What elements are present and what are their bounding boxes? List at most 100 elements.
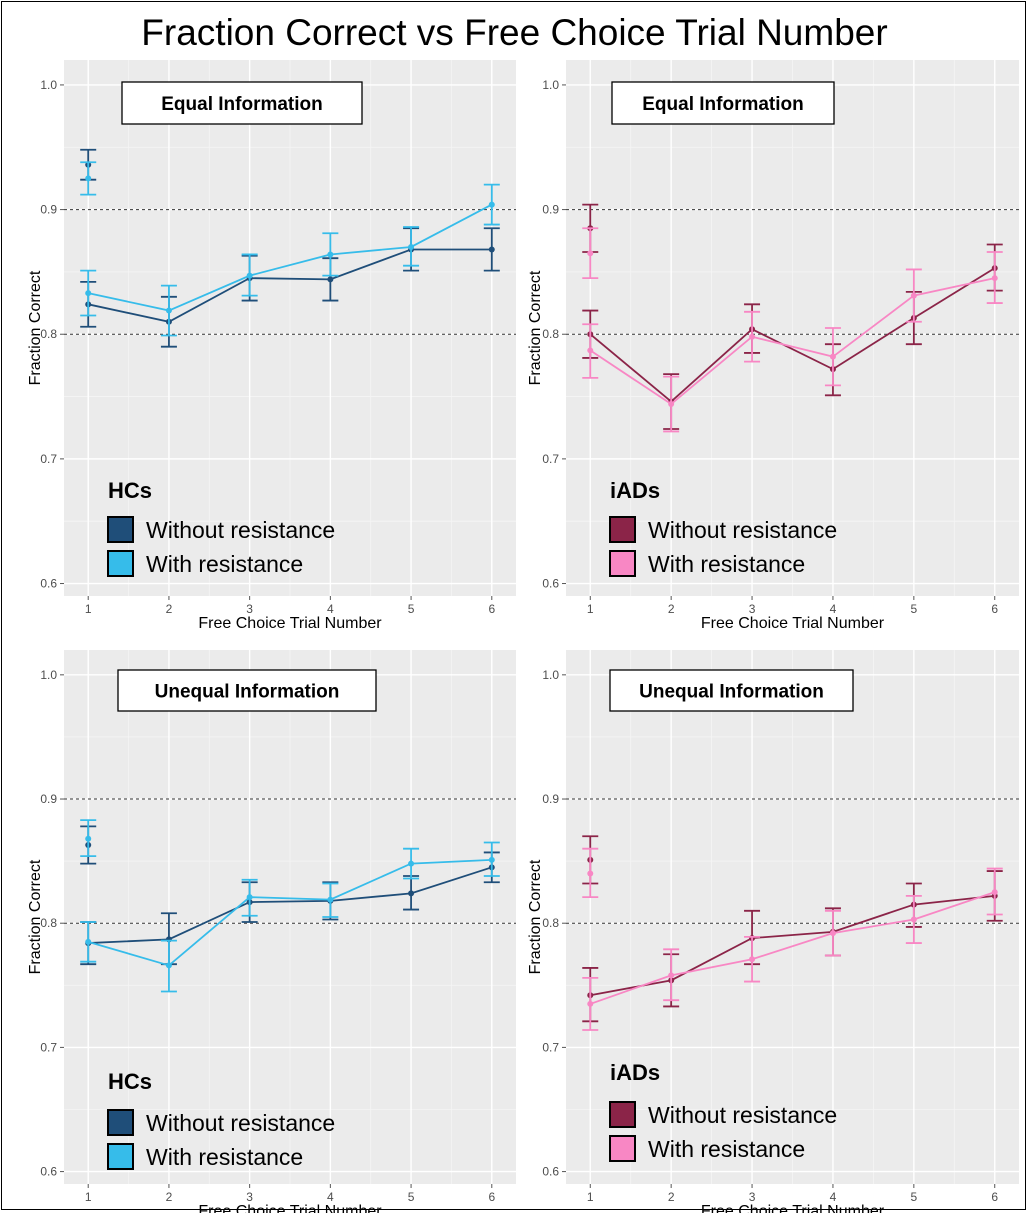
data-point xyxy=(85,835,92,842)
x-tick-label: 6 xyxy=(488,602,495,616)
y-tick-label: 1.0 xyxy=(40,78,57,92)
x-tick-label: 4 xyxy=(830,1190,837,1204)
data-point xyxy=(668,972,675,979)
x-axis-title: Free Choice Trial Number xyxy=(198,1203,382,1213)
x-tick-label: 5 xyxy=(910,602,917,616)
legend-label: With resistance xyxy=(146,1144,303,1170)
data-point xyxy=(910,916,917,923)
legend-swatch xyxy=(609,516,636,543)
data-point xyxy=(488,246,495,253)
data-point xyxy=(829,930,836,937)
x-tick-label: 1 xyxy=(587,602,594,616)
data-point xyxy=(246,272,253,279)
figure-title: Fraction Correct vs Free Choice Trial Nu… xyxy=(141,12,888,53)
legend-title: iADs xyxy=(610,1060,660,1085)
y-tick-label: 0.9 xyxy=(542,792,559,806)
series-line xyxy=(589,277,995,406)
y-tick-label: 0.8 xyxy=(40,327,57,341)
legend-label: Without resistance xyxy=(146,517,335,543)
legend-swatch xyxy=(107,1143,134,1170)
legend-label: With resistance xyxy=(648,1136,805,1162)
y-tick-label: 1.0 xyxy=(542,668,559,682)
series-with-resistance xyxy=(80,819,500,993)
panel-title-box xyxy=(611,81,835,125)
legend-swatch xyxy=(107,516,134,543)
panel-hcs-equal: 0.6 0.7 0.8 0.9 1.0 1 2 3 4 5 6 Free Choice Trial N… xyxy=(27,60,516,632)
y-tick-label: 0.9 xyxy=(542,203,559,217)
legend-swatch xyxy=(107,1109,134,1136)
y-axis-title: Fraction Correct xyxy=(527,859,544,974)
panel-title-box xyxy=(121,81,363,125)
data-point xyxy=(165,962,172,969)
legend-label: Without resistance xyxy=(146,1110,335,1136)
panel-title: Equal Information xyxy=(642,94,804,115)
legend-swatch xyxy=(609,1101,636,1128)
y-tick-label: 0.6 xyxy=(542,1165,559,1179)
series-line xyxy=(590,894,995,997)
x-tick-label: 6 xyxy=(991,1190,998,1204)
x-axis-title: Free Choice Trial Number xyxy=(701,1203,885,1213)
data-point xyxy=(327,251,334,258)
y-tick-label: 0.9 xyxy=(40,203,57,217)
x-tick-label: 1 xyxy=(85,602,92,616)
panel-iads-equal: 0.6 0.7 0.8 0.9 1.0 1 2 3 4 5 6 Free Choice Trial N… xyxy=(527,60,1019,632)
x-tick-label: 4 xyxy=(327,602,334,616)
data-point xyxy=(829,353,836,360)
data-point xyxy=(327,896,334,903)
series-line xyxy=(88,203,493,312)
x-tick-label: 3 xyxy=(246,1190,253,1204)
x-tick-label: 1 xyxy=(85,1190,92,1204)
data-point xyxy=(165,307,172,314)
y-tick-label: 0.7 xyxy=(40,452,57,466)
series-without-resistance xyxy=(80,148,500,348)
data-point xyxy=(408,243,415,250)
data-point xyxy=(85,175,92,182)
x-tick-label: 6 xyxy=(991,602,998,616)
data-point xyxy=(991,889,998,896)
y-tick-label: 0.7 xyxy=(542,1040,559,1054)
legend-label: Without resistance xyxy=(648,1102,837,1128)
legend-swatch xyxy=(107,550,134,577)
legend-label: With resistance xyxy=(146,551,303,577)
data-point xyxy=(408,890,415,897)
legend-swatch xyxy=(609,550,636,577)
y-axis-title: Fraction Correct xyxy=(27,859,44,974)
series-line xyxy=(589,891,996,1005)
data-point xyxy=(749,956,756,963)
data-point xyxy=(587,250,594,257)
data-point xyxy=(749,333,756,340)
panel-title: Unequal Information xyxy=(155,682,340,703)
legend-label: With resistance xyxy=(648,551,805,577)
x-tick-label: 4 xyxy=(327,1190,334,1204)
x-tick-label: 3 xyxy=(749,1190,756,1204)
x-tick-label: 3 xyxy=(246,602,253,616)
panel-hcs-unequal: 0.6 0.7 0.8 0.9 1.0 1 2 3 4 5 6 Free Choice Trial N… xyxy=(27,650,516,1213)
y-tick-label: 0.7 xyxy=(40,1040,57,1054)
data-point xyxy=(587,347,594,354)
legend-title: HCs xyxy=(108,1069,152,1094)
series-with-resistance xyxy=(582,227,1003,433)
series-line xyxy=(87,858,492,967)
panel-title-box xyxy=(609,669,854,712)
x-tick-label: 5 xyxy=(408,1190,415,1204)
data-point xyxy=(991,275,998,282)
panel-title-box xyxy=(117,669,377,712)
y-tick-label: 0.8 xyxy=(542,916,559,930)
data-point xyxy=(408,860,415,867)
x-tick-label: 5 xyxy=(910,1190,917,1204)
x-tick-label: 2 xyxy=(166,1190,173,1204)
series-with-resistance xyxy=(80,161,500,337)
data-point xyxy=(246,894,253,901)
x-tick-label: 2 xyxy=(668,602,675,616)
legend-swatch xyxy=(609,1135,636,1162)
legend-label: Without resistance xyxy=(648,517,837,543)
y-axis-title: Fraction Correct xyxy=(527,270,544,385)
x-tick-label: 4 xyxy=(830,602,837,616)
series-line xyxy=(88,248,492,323)
data-point xyxy=(910,292,917,299)
x-tick-label: 2 xyxy=(668,1190,675,1204)
y-tick-label: 0.6 xyxy=(40,577,57,591)
panel-title: Equal Information xyxy=(161,94,323,115)
series-with-resistance xyxy=(582,847,1003,1031)
